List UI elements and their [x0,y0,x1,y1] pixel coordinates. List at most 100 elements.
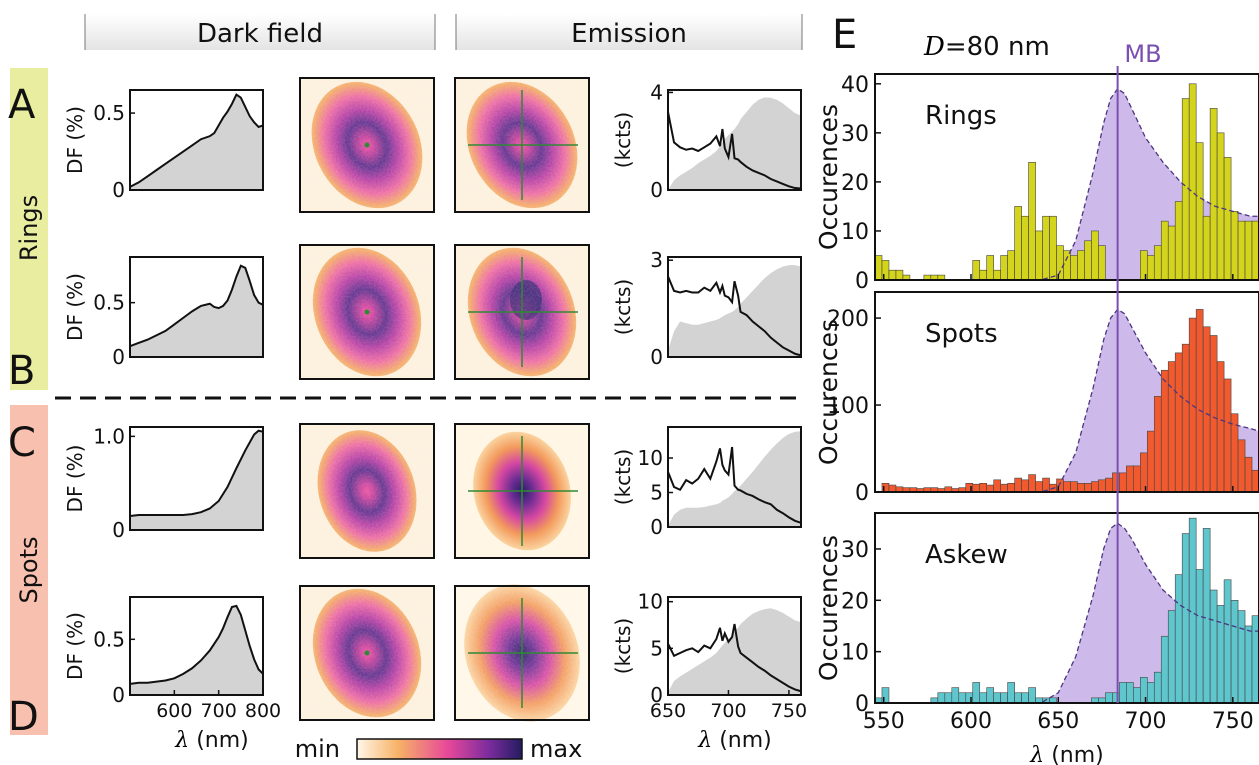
xtick-label-D-darkfield: 800 [245,700,281,722]
hist-ytick-label: 0 [855,269,869,294]
hist-ytick-label: 20 [841,171,869,196]
hist-bar [888,484,897,493]
hist-bar [1105,692,1113,704]
spectrum-frame-A-emission [667,89,802,191]
histogram-E-askew: 0 10 20 30 Askew Occurences [814,512,1259,717]
ytick-label-D-darkfield: 0 [112,683,125,707]
mb-distribution-outline [875,522,1259,704]
hist-bar [958,692,967,704]
spectrum-fill-C-darkfield [130,430,263,530]
spectrum-fill-A-emission [668,97,801,190]
hist-bar [1049,215,1057,281]
hist-bar [1202,215,1211,281]
hist-bar [1014,206,1022,281]
df-ylabel: DF (%) [63,106,87,174]
hist-bar [986,255,994,281]
hist-bar [1202,326,1211,493]
spectrum-line-A-emission [667,111,802,190]
hist-bar [1167,610,1176,704]
hist-ylabel: Occurences [814,535,843,681]
header-darkfield: Dark field [197,19,323,49]
hist-bar [986,687,994,704]
hist-xtick-label: 750 [1212,709,1254,734]
hist-bar [1188,83,1197,281]
spectrum-frame-C-emission [667,426,802,528]
df-ylabel: DF (%) [63,445,87,513]
ytick-label-B-emission: 3 [650,248,663,272]
ytick-label-B-darkfield: 0 [112,345,125,369]
em-ylabel: (kcts) [611,112,635,168]
header-emission: Emission [571,19,687,49]
hist-bar [1174,352,1183,493]
ytick-label-A-darkfield: 0.5 [93,101,125,125]
spectrum-line-B-emission [667,275,802,357]
colorbar-gradient [356,738,523,760]
darkfield-xlabel: λ (nm) [174,728,249,753]
hist-bar [1209,108,1218,281]
spectrum-D-darkfield: 0 0.5 600 700 800 DF (%) [63,596,281,722]
hist-bar [1063,250,1071,281]
ytick-label-A-emission: 0 [650,178,663,202]
spots-band [10,405,48,735]
hist-bar [1230,211,1239,281]
spectrum-frame-B-darkfield [129,256,264,358]
hist-bar [1237,220,1246,281]
hist-bar [993,692,1001,704]
ytick-label-C-darkfield: 0 [112,518,125,542]
hist-bar [1119,682,1127,704]
hist-bar [1244,220,1253,281]
hist-bar [1146,255,1155,281]
ytick-label-D-emission: 0 [650,683,663,707]
spectrum-fill-B-emission [668,265,801,357]
hist-bar [1195,569,1204,704]
hist-ytick-label: 40 [841,73,869,98]
hist-bar [972,483,981,493]
hist-bar [979,483,988,493]
emission-xlabel: λ (nm) [697,728,772,753]
df-ylabel: DF (%) [63,273,87,341]
hist-title-E-spots: Spots [925,319,998,349]
df-ylabel: DF (%) [63,612,87,680]
hist-bar [1167,225,1176,281]
hist-ylabel: Occurences [814,104,843,250]
panel-letter-c: C [8,420,36,466]
hist-ytick-label: 30 [841,122,869,147]
ytick-label-A-emission: 4 [650,80,663,104]
hist-ytick-label: 10 [841,220,869,245]
hist-bar [1070,481,1078,493]
spectrum-fill-B-darkfield [130,265,263,357]
column-headers: Dark field Emission [84,14,803,50]
hist-bar [1181,343,1190,493]
header-darkfield-band [85,14,435,50]
hist-frame-E-spots [874,291,1259,493]
spectrum-C-emission: 0 5 10(kcts) [611,426,802,539]
hist-title-E-rings: Rings [925,101,997,131]
hist-bar [1174,574,1183,704]
hist-bar [1091,230,1099,281]
map-c-emission [454,423,590,559]
hist-bar [1035,230,1043,281]
xtick-label-D-emission: 750 [771,700,807,722]
spectrum-frame-B-emission [667,256,802,358]
hist-bar [1035,481,1043,493]
hist-bar [1021,692,1029,704]
spectrum-fill-D-darkfield [130,605,263,695]
hist-xtick-label: 600 [950,709,992,734]
colorbar: min max [295,735,583,763]
hist-bar [1000,255,1008,281]
hist-bar [1216,361,1225,493]
hist-bar [1091,481,1099,493]
histogram-E-rings: 0 10 20 30 40 Rings Occurences [814,73,1259,294]
ytick-label-D-darkfield: 0.5 [93,627,125,651]
colorbar-min-label: min [295,735,340,763]
hist-bar [993,479,1001,493]
em-ylabel: (kcts) [611,449,635,505]
hist-bar [1000,692,1008,704]
map-b-darkfield [299,244,435,380]
spectrum-C-darkfield: 0 1.0DF (%) [63,424,264,542]
spectrum-line-C-emission [667,446,802,524]
hist-bar [1133,465,1141,493]
hist-bar [1251,615,1259,704]
